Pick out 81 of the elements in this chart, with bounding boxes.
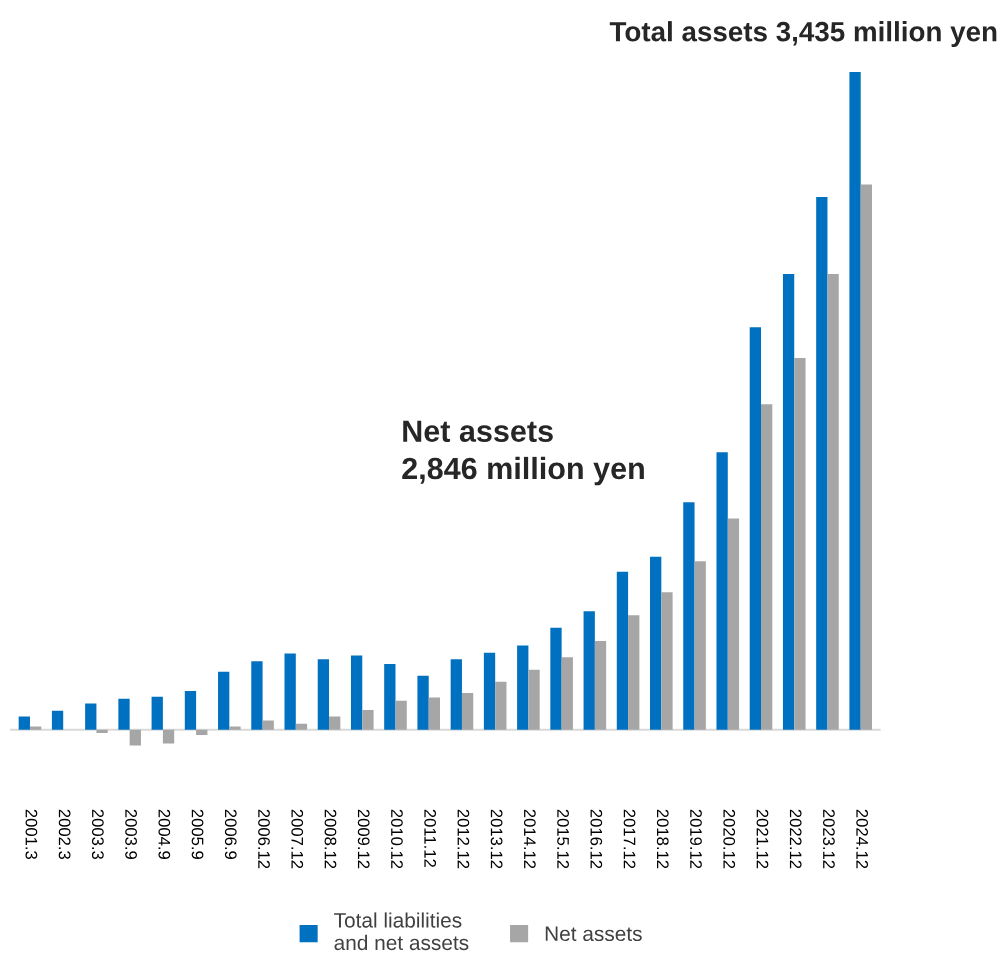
- bar: [417, 675, 429, 730]
- bar: [151, 696, 163, 730]
- x-tick-label: 2007.12: [291, 809, 304, 869]
- bar: [184, 690, 197, 730]
- bar: [218, 671, 230, 730]
- bar: [528, 669, 540, 730]
- bar: [628, 615, 640, 730]
- bar: [384, 663, 396, 730]
- bar: [96, 729, 108, 734]
- x-tick-label: 2010.12: [391, 809, 403, 869]
- x-tick-label: 2003.9: [125, 809, 137, 859]
- bar: [517, 645, 529, 730]
- bar: [118, 698, 130, 730]
- x-tick-label: 2008.12: [324, 809, 337, 869]
- x-tick-label: 2015.12: [557, 809, 569, 869]
- bar: [860, 184, 872, 730]
- bar: [616, 571, 629, 730]
- bar: [683, 502, 695, 730]
- x-tick-label: 2020.12: [723, 809, 736, 869]
- bar: [849, 72, 861, 730]
- legend-label: Net assets: [545, 926, 642, 942]
- x-tick-label: 2006.12: [258, 809, 270, 869]
- bar: [329, 716, 341, 730]
- annotation: Net assets 2,846 million yen: [402, 420, 644, 486]
- x-tick-label: 2004.9: [158, 809, 171, 859]
- bar: [362, 709, 374, 730]
- bar: [694, 561, 706, 730]
- bar: [716, 452, 728, 730]
- bar: [495, 681, 507, 730]
- x-tick-label: 2012.12: [457, 809, 470, 869]
- x-tick-label: 2001.3: [25, 809, 38, 860]
- bar: [550, 627, 562, 730]
- bar: [350, 655, 363, 730]
- x-tick-label: 2021.12: [756, 809, 769, 869]
- x-tick-label: 2017.12: [623, 809, 636, 869]
- bar: [461, 692, 474, 730]
- bar: [295, 723, 308, 730]
- x-tick-label: 2016.12: [590, 809, 603, 869]
- bar: [450, 659, 462, 730]
- bar: [85, 703, 97, 730]
- x-tick-label: 2024.12: [856, 809, 869, 869]
- bar: [229, 726, 241, 730]
- x-tick-label: 2005.9: [191, 809, 204, 859]
- x-tick-label: 2002.3: [58, 809, 71, 860]
- bar: [761, 404, 773, 730]
- x-tick-label: 2009.12: [357, 809, 370, 869]
- bar: [794, 358, 806, 730]
- bar: [29, 726, 42, 730]
- x-tick-label: 2023.12: [822, 809, 835, 869]
- x-tick-label: 2022.12: [789, 809, 802, 869]
- x-tick-label: 2018.12: [656, 809, 669, 869]
- bar: [661, 592, 673, 730]
- bar: [583, 611, 595, 730]
- text: Total assets 3,435 million yen: [609, 21, 997, 47]
- bar: [782, 273, 795, 730]
- x-tick-label: 2013.12: [490, 809, 503, 869]
- bar: [827, 273, 839, 730]
- bar: [561, 657, 573, 730]
- bar: [196, 729, 208, 735]
- bar: [727, 518, 740, 730]
- bar: [284, 653, 296, 730]
- bar: [650, 556, 662, 730]
- bar: [816, 196, 828, 730]
- bar: [594, 640, 607, 730]
- legend-label: Total liabilities and net assets: [334, 912, 469, 951]
- bar: [251, 661, 263, 730]
- bar: [129, 729, 141, 746]
- bar: [428, 697, 441, 730]
- x-tick-label: 2003.3: [91, 809, 104, 860]
- bar: [317, 659, 330, 730]
- bar: [395, 700, 407, 730]
- x-tick-label: 2006.9: [224, 809, 237, 859]
- x-tick-label: 2019.12: [690, 809, 702, 869]
- x-tick-label: 2014.12: [523, 809, 536, 869]
- bar: [483, 652, 496, 730]
- x-tick-label: 2011.12: [424, 809, 437, 867]
- bar: [262, 720, 274, 730]
- bar: [162, 729, 175, 744]
- bar: [749, 327, 762, 730]
- bar: [18, 716, 30, 730]
- bar: [51, 710, 64, 730]
